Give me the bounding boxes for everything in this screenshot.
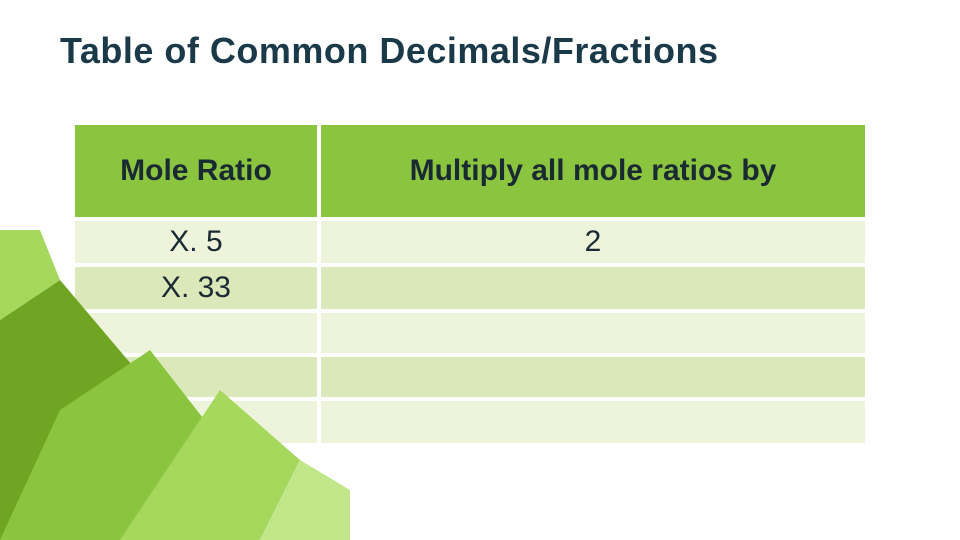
table-row: [75, 355, 865, 399]
col-header-mole-ratio: Mole Ratio: [75, 125, 319, 219]
cell: [319, 311, 865, 355]
table-row: X. 5 2: [75, 219, 865, 265]
cell: [319, 265, 865, 311]
cell: X. 33: [75, 265, 319, 311]
slide-title: Table of Common Decimals/Fractions: [60, 30, 718, 72]
table-row: [75, 399, 865, 443]
cell: [75, 355, 319, 399]
cell: [75, 311, 319, 355]
table-row: [75, 311, 865, 355]
cell: [319, 355, 865, 399]
cell: [75, 399, 319, 443]
table-header-row: Mole Ratio Multiply all mole ratios by: [75, 125, 865, 219]
col-header-multiply: Multiply all mole ratios by: [319, 125, 865, 219]
cell: X. 5: [75, 219, 319, 265]
decimals-table: Mole Ratio Multiply all mole ratios by X…: [75, 125, 865, 443]
slide: Table of Common Decimals/Fractions Mole …: [0, 0, 960, 540]
table-row: X. 33: [75, 265, 865, 311]
cell: [319, 399, 865, 443]
cell: 2: [319, 219, 865, 265]
table: Mole Ratio Multiply all mole ratios by X…: [75, 125, 865, 443]
